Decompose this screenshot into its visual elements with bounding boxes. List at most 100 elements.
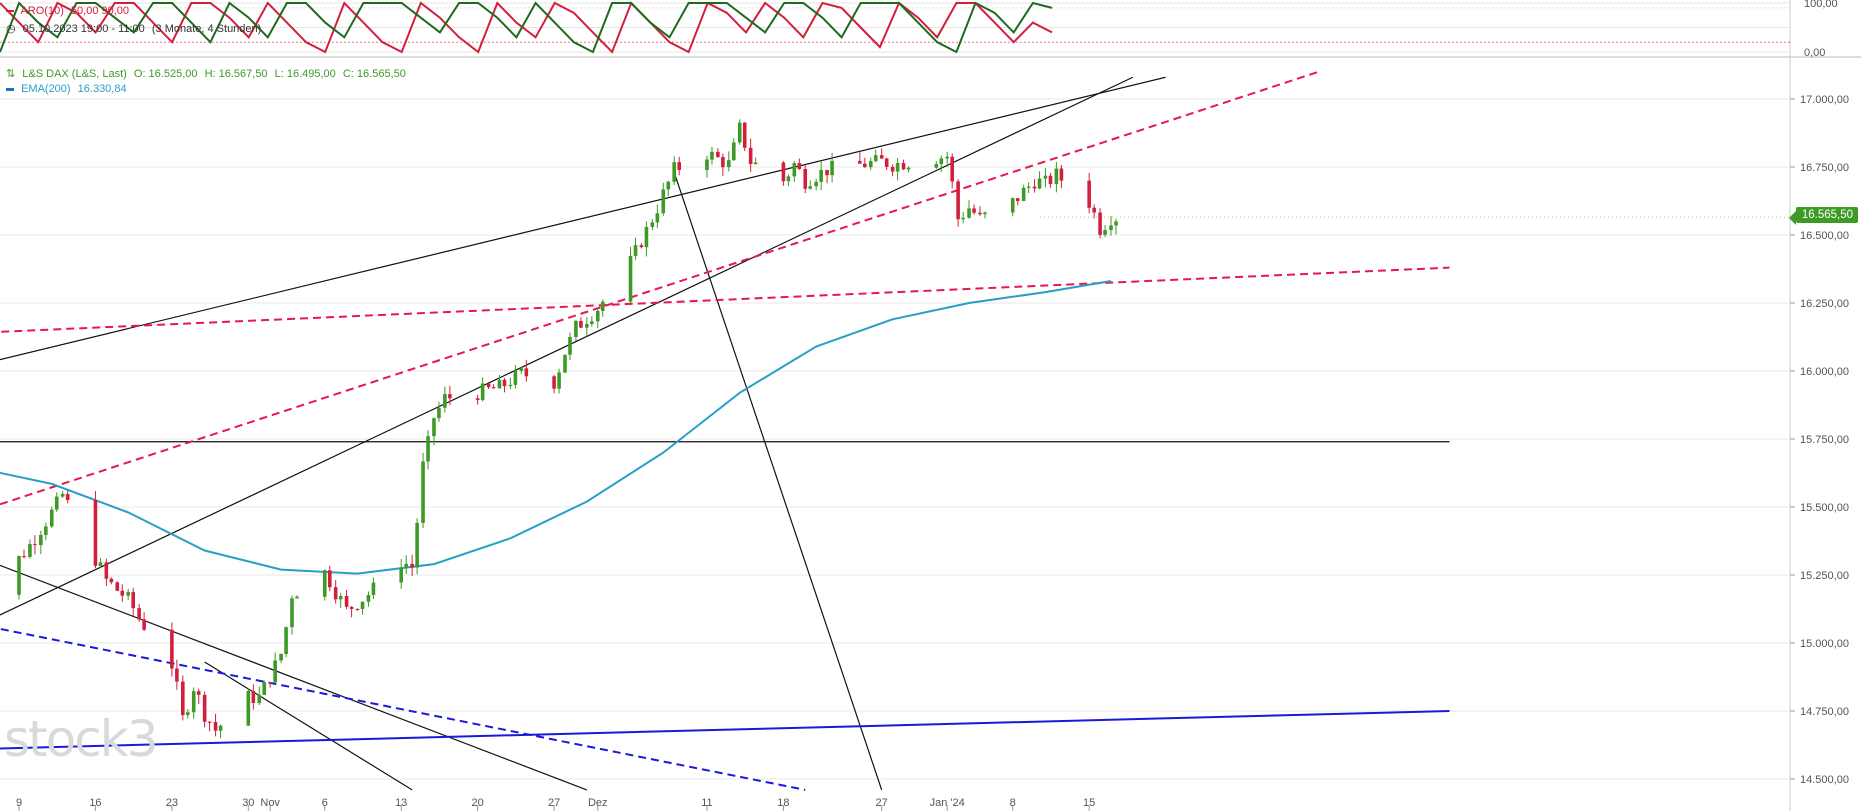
candle-body [633,245,638,256]
candle-body [753,162,758,165]
candle-body [207,721,212,723]
candle-body [502,379,507,387]
candle-body [191,691,196,713]
candle-body [967,208,971,218]
candle-body [17,556,21,595]
candle-body [39,534,43,546]
candle-body [1098,212,1102,235]
ema-line [0,280,1112,575]
candle-body [563,354,567,373]
candle-body [1087,180,1091,208]
x-tick-label: Nov [260,797,280,809]
candle-body [366,595,371,602]
candle-body [1032,186,1037,189]
trendline [0,76,1166,361]
candle-body [60,493,65,497]
trendline [0,564,588,791]
candle-body [262,682,267,695]
candle-body [972,208,976,213]
x-tick-label: Dez [588,797,608,809]
x-tick-label: 27 [548,797,560,809]
candle-body [574,320,578,338]
x-tick-label: 20 [472,797,484,809]
candle-body [934,164,939,168]
aroon-panel [0,1,1053,54]
candle-body [426,436,430,462]
instrument-legend: ⇅ L&S DAX (L&S, Last) O: 16.525,00 H: 16… [6,67,410,80]
ema-value: 16.330,84 [77,83,127,95]
candle-body [672,162,676,182]
candle-body [327,570,332,588]
candle-body [497,379,502,389]
candle-body [513,370,518,385]
candle-body [251,690,256,704]
candle-body [137,608,141,620]
candle-body [104,562,109,579]
x-tick-label: 11 [701,797,712,809]
close-value: C: 16.565,50 [342,68,406,80]
candle-body [246,690,251,726]
x-tick-label: 16 [89,797,101,809]
range-text: (3 Monate, 4 Stunden) [151,23,262,35]
candle-body [257,694,262,704]
trendline [0,627,806,791]
candle-body [44,526,48,535]
candle-icon: ⇅ [6,68,16,80]
candle-body [360,601,365,610]
candle-body [650,222,655,227]
candle-body [873,155,878,162]
candle-body [677,162,681,170]
x-tick-label: 23 [166,797,178,809]
x-tick-label: 15 [1083,797,1095,809]
candle-body [338,595,343,600]
candle-body [486,383,491,388]
candle-body [721,157,725,168]
candle-body [595,310,600,322]
trendline [0,266,1450,333]
candle-body [322,570,327,597]
trendlines [0,70,1450,791]
candle-body [49,509,54,527]
candle-body [415,522,419,568]
candle-body [290,598,294,628]
candle-body [284,627,288,654]
last-price-badge: 16.565,50 [1788,207,1858,226]
candle-body [983,212,987,215]
x-tick-label: 6 [322,797,328,809]
aroon-up-line [0,1,1053,54]
candle-body [508,384,513,387]
candle-body [524,368,529,377]
candle-body [716,151,720,158]
candle-body [371,582,376,596]
candle-body [268,682,272,684]
candle-body [639,245,644,248]
candle-body [600,301,605,311]
candle-body [131,592,135,609]
ema-swatch-icon [6,87,14,91]
candle-body [590,321,594,325]
y-axis: 17.000,00 16.750,00 16.500,00 16.250,00 16.0… [1790,0,1849,786]
candle-body [218,725,223,731]
candle-body [792,163,797,177]
ema-label: EMA(200) [21,83,71,95]
candle-body [655,213,660,223]
candle-body [705,159,709,170]
candle-body [202,694,207,722]
candle-body [1059,168,1064,181]
x-tick-label: Jan '24 [930,797,965,809]
candle-body [355,608,360,610]
candle-body [585,324,589,328]
candle-body [295,596,299,599]
candle-body [579,320,583,328]
candle-body [519,368,524,371]
candle-body [279,653,283,661]
candle-body [491,387,496,389]
watermark-logo: stock3 [4,710,159,768]
candle-body [568,337,572,355]
candle-body [661,189,666,214]
candle-body [437,407,441,419]
candle-body [956,181,960,220]
candle-body [732,142,736,161]
